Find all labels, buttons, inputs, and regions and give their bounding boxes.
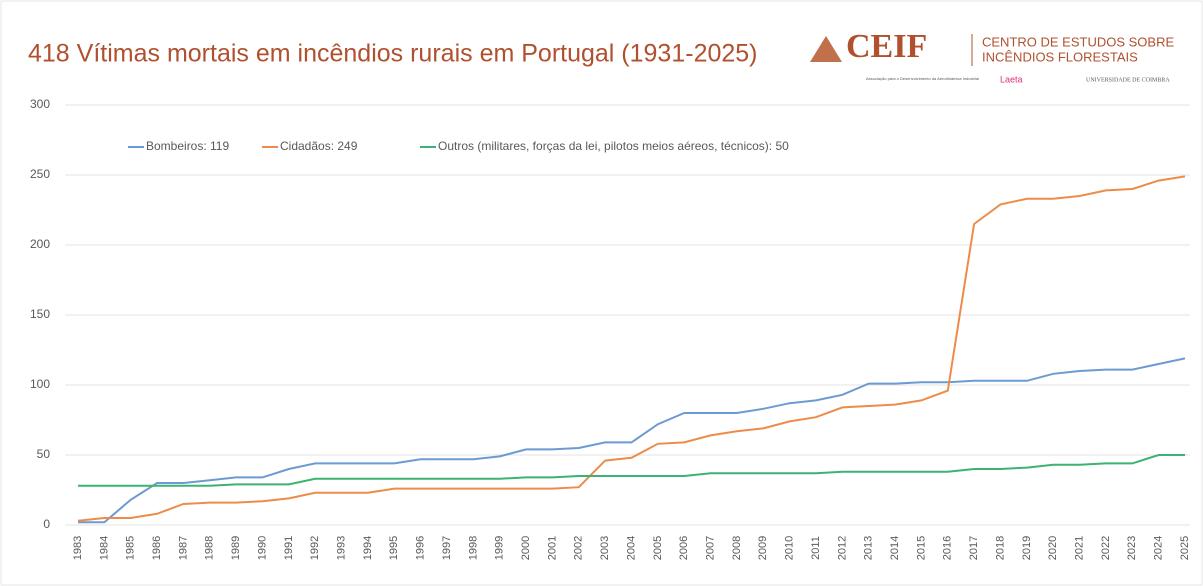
x-tick-label: 2020 — [1047, 536, 1059, 560]
logo-line1: CENTRO DE ESTUDOS SOBRE — [982, 34, 1174, 49]
y-tick-label: 300 — [30, 97, 50, 111]
x-tick-label: 1990 — [256, 536, 268, 560]
y-tick-label: 250 — [30, 167, 50, 181]
x-tick-label: 1996 — [415, 536, 427, 560]
x-tick-label: 1991 — [283, 536, 295, 560]
x-tick-label: 2018 — [994, 536, 1006, 560]
logo-line2: INCÊNDIOS FLORESTAIS — [982, 49, 1138, 64]
x-tick-label: 2011 — [810, 536, 822, 560]
y-tick-label: 0 — [43, 517, 50, 531]
logo-partner2: Laeta — [1000, 74, 1023, 84]
y-tick-label: 100 — [30, 377, 50, 391]
x-tick-label: 2025 — [1179, 536, 1191, 560]
x-tick-label: 2008 — [731, 536, 743, 560]
x-tick-label: 2017 — [968, 536, 980, 560]
x-tick-label: 2009 — [757, 536, 769, 560]
x-tick-label: 1995 — [388, 536, 400, 560]
x-tick-label: 2006 — [678, 536, 690, 560]
x-tick-label: 1997 — [441, 536, 453, 560]
x-tick-label: 1992 — [309, 536, 321, 560]
x-tick-label: 1998 — [467, 536, 479, 560]
x-tick-label: 2019 — [1021, 536, 1033, 560]
x-tick-label: 1985 — [125, 536, 137, 560]
x-tick-label: 1989 — [230, 536, 242, 560]
x-tick-label: 2001 — [546, 536, 558, 560]
y-tick-label: 50 — [37, 447, 51, 461]
x-tick-label: 2003 — [599, 536, 611, 560]
legend-label: Outros (militares, forças da lei, piloto… — [438, 139, 789, 153]
x-tick-label: 1994 — [362, 536, 374, 560]
series-line — [78, 357, 1186, 524]
x-tick-label: 1984 — [98, 536, 110, 560]
legend-label: Cidadãos: 249 — [280, 139, 358, 153]
x-tick-label: 2016 — [942, 536, 954, 560]
series-line — [77, 175, 1186, 522]
x-tick-label: 2022 — [1100, 536, 1112, 560]
x-tick-label: 2023 — [1126, 536, 1138, 560]
x-tick-label: 2002 — [573, 536, 585, 560]
x-tick-label: 2005 — [652, 536, 664, 560]
logo-partner1: Associação para o Desenvolvimento da Aer… — [866, 76, 979, 81]
x-tick-label: 2012 — [836, 536, 848, 560]
series-line — [78, 454, 1185, 487]
x-tick-label: 1986 — [151, 536, 163, 560]
x-tick-label: 2015 — [915, 536, 927, 560]
x-tick-label: 1983 — [72, 536, 84, 560]
x-tick-label: 2004 — [625, 536, 637, 560]
x-tick-label: 2010 — [784, 536, 796, 560]
x-tick-label: 1987 — [177, 536, 189, 560]
x-tick-label: 1993 — [335, 536, 347, 560]
logo: CEIF CENTRO DE ESTUDOS SOBRE INCÊNDIOS F… — [810, 28, 1174, 84]
y-tick-label: 200 — [30, 237, 50, 251]
x-tick-label: 2014 — [889, 536, 901, 560]
x-tick-label: 2000 — [520, 536, 532, 560]
x-tick-label: 1999 — [494, 536, 506, 560]
x-tick-label: 2013 — [863, 536, 875, 560]
legend-label: Bombeiros: 119 — [146, 139, 229, 153]
logo-icon — [810, 36, 842, 62]
x-tick-label: 1988 — [204, 536, 216, 560]
x-tick-label: 2024 — [1153, 536, 1165, 560]
x-tick-label: 2021 — [1073, 536, 1085, 560]
x-tick-label: 2007 — [704, 536, 716, 560]
logo-partner3: UNIVERSIDADE DE COIMBRA — [1086, 77, 1170, 83]
chart-title: 418 Vítimas mortais em incêndios rurais … — [28, 40, 758, 68]
logo-name: CEIF — [846, 28, 927, 65]
y-tick-label: 150 — [30, 307, 50, 321]
